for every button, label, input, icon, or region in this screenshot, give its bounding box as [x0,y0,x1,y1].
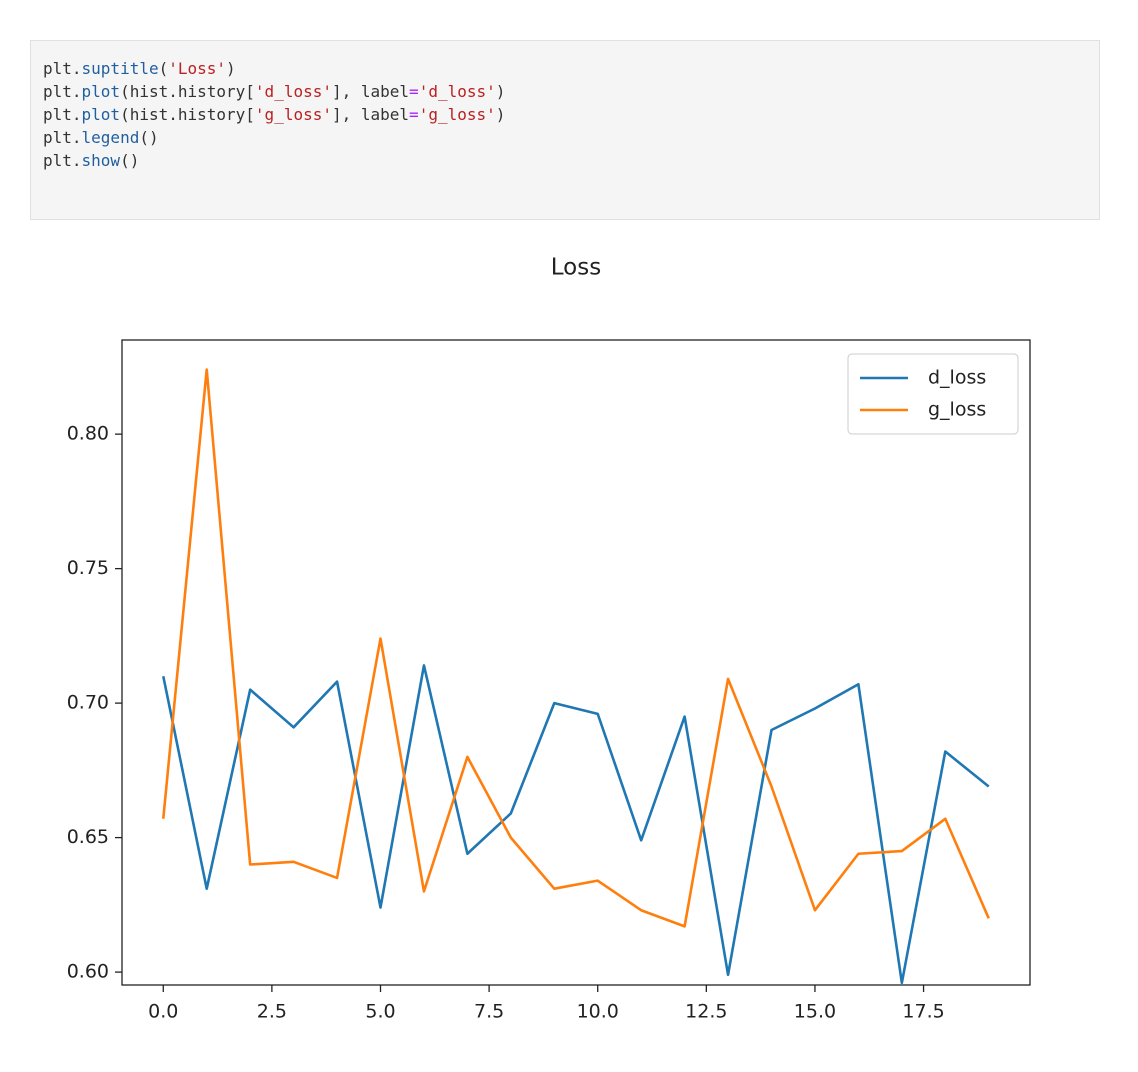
code-token: = [409,82,419,101]
x-tick-label: 10.0 [577,1001,619,1023]
code-line: plt.plot(hist.history['d_loss'], label='… [43,80,1087,103]
chart-title: Loss [551,255,601,281]
axes-frame [121,339,1031,986]
code-token: plt. [43,105,82,124]
code-token: suptitle [81,59,159,78]
legend-label: d_loss [928,367,986,389]
x-tick-label: 0.0 [148,1001,178,1023]
code-token: = [409,105,419,124]
code-token: 'g_loss' [254,105,332,124]
x-tick-label: 7.5 [474,1001,504,1023]
y-tick-label: 0.75 [67,557,109,579]
code-token: legend [81,128,140,147]
code-token: ) [495,82,506,101]
y-tick-label: 0.65 [67,826,109,848]
code-line: plt.plot(hist.history['g_loss'], label='… [43,103,1087,126]
data-line [161,664,990,985]
code-token: 'd_loss' [418,82,496,101]
code-token: ( [158,59,169,78]
x-tick-label: 12.5 [685,1001,727,1023]
code-token: plt. [43,151,82,170]
code-token: ], label [331,82,410,101]
x-tick-label: 17.5 [902,1001,944,1023]
code-token: () [120,151,140,170]
y-tick-label: 0.60 [67,961,109,983]
code-token: ) [226,59,236,78]
code-token: plot [81,82,121,101]
code-token: plt. [43,59,82,78]
x-tick-label: 15.0 [794,1001,836,1023]
code-line: plt.suptitle('Loss') [43,57,1087,80]
code-token: plt. [43,128,82,147]
code-token: plot [81,105,121,124]
data-line [161,368,990,928]
code-token: 'g_loss' [418,105,496,124]
x-tick-label: 5.0 [365,1001,395,1023]
code-token: 'Loss' [168,59,227,78]
y-tick-label: 0.80 [67,423,109,445]
x-tick-label: 2.5 [257,1001,287,1023]
legend-label: g_loss [928,399,986,421]
code-line: plt.legend() [43,126,1087,149]
code-token: plt. [43,82,82,101]
y-tick-label: 0.70 [67,692,109,714]
code-line: plt.show() [43,149,1087,172]
code-token: () [139,128,159,147]
legend-box [847,353,1019,435]
code-token: ], label [331,105,410,124]
code-token: (hist.history[ [120,82,255,101]
code-cell: plt.suptitle('Loss') plt.plot(hist.histor… [30,40,1100,220]
code-token: 'd_loss' [254,82,332,101]
code-token: (hist.history[ [120,105,255,124]
code-token: ) [495,105,506,124]
code-token: show [81,151,121,170]
